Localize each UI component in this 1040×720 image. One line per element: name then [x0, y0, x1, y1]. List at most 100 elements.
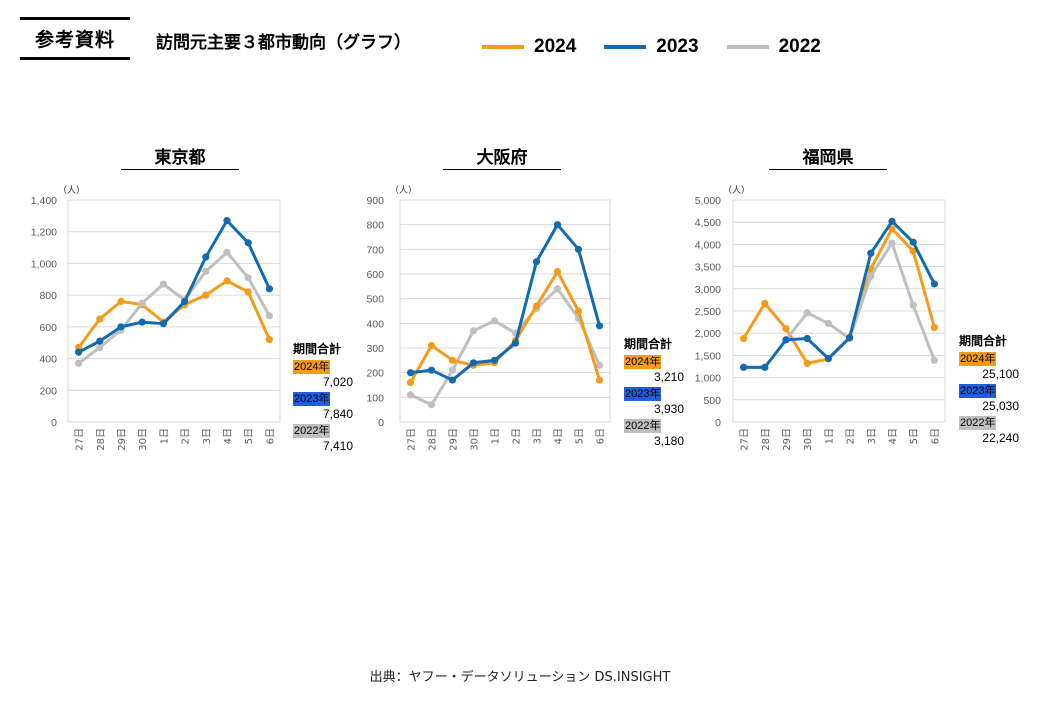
data-point	[448, 366, 457, 374]
x-tick-label: 1日	[491, 428, 502, 444]
series-line-2022	[409, 287, 601, 407]
x-tick-label: 2日	[181, 428, 192, 444]
x-tick-label: 30日	[470, 428, 481, 451]
data-point	[553, 221, 562, 229]
data-point	[761, 363, 769, 371]
data-point	[223, 217, 231, 225]
y-tick-label: 1,400	[31, 195, 57, 207]
y-tick-label: 1,000	[31, 258, 57, 270]
data-point	[96, 315, 104, 323]
totals-year-2023: 2023年	[624, 387, 662, 401]
x-tick-label: 27日	[740, 428, 751, 451]
series-line-2024	[742, 227, 936, 365]
data-point	[448, 356, 457, 364]
data-point	[782, 336, 790, 344]
data-point	[265, 312, 273, 320]
y-tick-label: 600	[39, 322, 57, 334]
data-point	[117, 297, 125, 306]
data-point	[159, 320, 167, 328]
y-tick-label: 600	[366, 269, 384, 281]
legend-swatch-2023	[604, 45, 647, 49]
x-tick-label: 3日	[533, 428, 544, 444]
data-point	[930, 323, 938, 332]
totals-value-2023: 25,030	[982, 399, 1019, 413]
data-point	[265, 335, 273, 344]
data-point	[406, 378, 415, 387]
data-point	[740, 334, 748, 343]
data-point	[888, 225, 896, 233]
series-2022	[75, 248, 273, 367]
y-tick-label: 700	[366, 244, 384, 256]
y-tick-label: 100	[366, 392, 384, 404]
totals-value-2022: 22,240	[982, 431, 1019, 445]
series-line-2023	[410, 223, 601, 382]
totals-value-2022: 7,410	[322, 439, 353, 453]
y-tick-label: 200	[39, 385, 57, 397]
x-tick-label: 4日	[223, 428, 234, 444]
x-tick-label: 2日	[846, 428, 857, 444]
totals-box: 期間合計 2024年 3,210 2023年 3,930 2022年 3,180	[624, 335, 694, 448]
data-point	[75, 348, 83, 356]
totals-year-2022: 2022年	[293, 424, 331, 438]
data-point	[867, 249, 875, 257]
data-point	[532, 302, 541, 310]
chart-fukuoka: 福岡県 0 500 1,000 1,500 2,000 2,500 3,000 3,500 4,…	[685, 140, 1025, 451]
legend-label: 2023	[656, 36, 699, 57]
data-point	[888, 217, 896, 225]
series-2023	[406, 221, 604, 384]
y-tick-label: 800	[366, 220, 384, 232]
x-tick-label: 6日	[265, 428, 276, 444]
series-2023	[740, 217, 938, 371]
chart-svg: 0 100 200 300 400 500 600 700 800 900 （人） 27日 28日 29日…	[366, 185, 611, 451]
data-point	[574, 245, 583, 253]
series-2024	[740, 225, 938, 367]
series-2023	[75, 217, 273, 356]
data-point	[930, 356, 938, 364]
totals-value-2023: 7,840	[322, 407, 353, 421]
data-point	[159, 280, 167, 288]
data-point	[824, 354, 832, 363]
legend-item-2023: 2023	[604, 36, 699, 58]
x-tick-label: 2日	[512, 428, 523, 444]
data-point	[427, 341, 436, 350]
totals-value-2024: 7,020	[322, 375, 353, 389]
x-tick-label: 27日	[75, 428, 86, 451]
y-unit-label: （人）	[58, 185, 85, 196]
data-point	[909, 301, 917, 309]
data-point	[740, 363, 748, 371]
data-point	[511, 339, 520, 347]
x-tick-label: 28日	[96, 428, 107, 451]
data-point	[490, 356, 499, 364]
data-point	[595, 361, 604, 369]
y-tick-label: 200	[366, 368, 384, 380]
data-point	[138, 299, 146, 307]
chart-osaka: 大阪府 0 100 200 300 400 500 600 700 800 900 （人） 27日 28…	[352, 140, 694, 451]
y-tick-label: 0	[51, 417, 57, 429]
legend-swatch-2022	[726, 45, 769, 49]
data-point	[553, 267, 562, 276]
data-point	[244, 239, 252, 247]
chart-svg: 0 500 1,000 1,500 2,000 2,500 3,000 3,500 4,000 4…	[695, 185, 946, 451]
legend-label: 2024	[534, 36, 577, 57]
data-point	[888, 239, 896, 247]
x-tick-label: 27日	[407, 428, 418, 451]
data-point	[427, 366, 436, 374]
data-point	[595, 376, 604, 384]
x-tick-label: 30日	[803, 428, 814, 451]
series-line-2023	[77, 219, 271, 354]
totals-year-2022: 2022年	[959, 416, 997, 430]
x-tick-label: 5日	[244, 428, 255, 444]
chart-title: 福岡県	[769, 143, 887, 170]
x-tick-label: 3日	[202, 428, 213, 444]
legend-swatch-2024	[482, 45, 524, 49]
y-tick-label: 0	[378, 417, 384, 429]
x-tick-label: 29日	[782, 428, 793, 451]
x-tick-label: 30日	[138, 428, 149, 451]
data-point	[223, 277, 231, 285]
totals-value-2024: 3,210	[653, 370, 684, 384]
legend-item-2022: 2022	[726, 36, 821, 58]
totals-value-2022: 3,180	[653, 434, 684, 448]
series-line-2023	[743, 219, 936, 369]
x-tick-label: 3日	[867, 428, 878, 444]
data-point	[930, 280, 938, 288]
